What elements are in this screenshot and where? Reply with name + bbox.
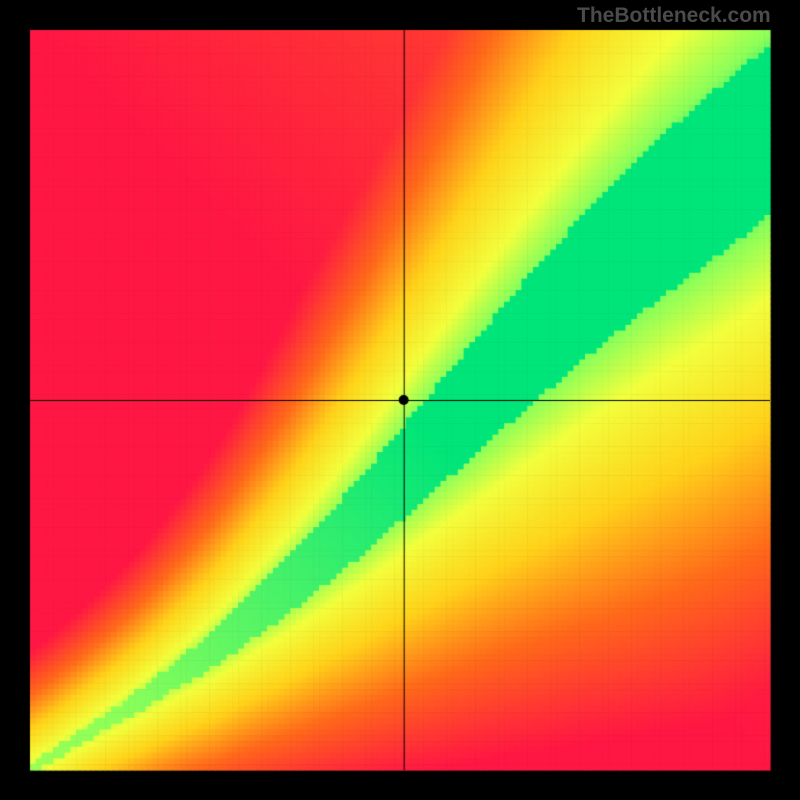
bottleneck-heatmap [0, 0, 800, 800]
chart-container: { "attribution": { "text": "TheBottlenec… [0, 0, 800, 800]
attribution-text: TheBottleneck.com [577, 4, 771, 28]
